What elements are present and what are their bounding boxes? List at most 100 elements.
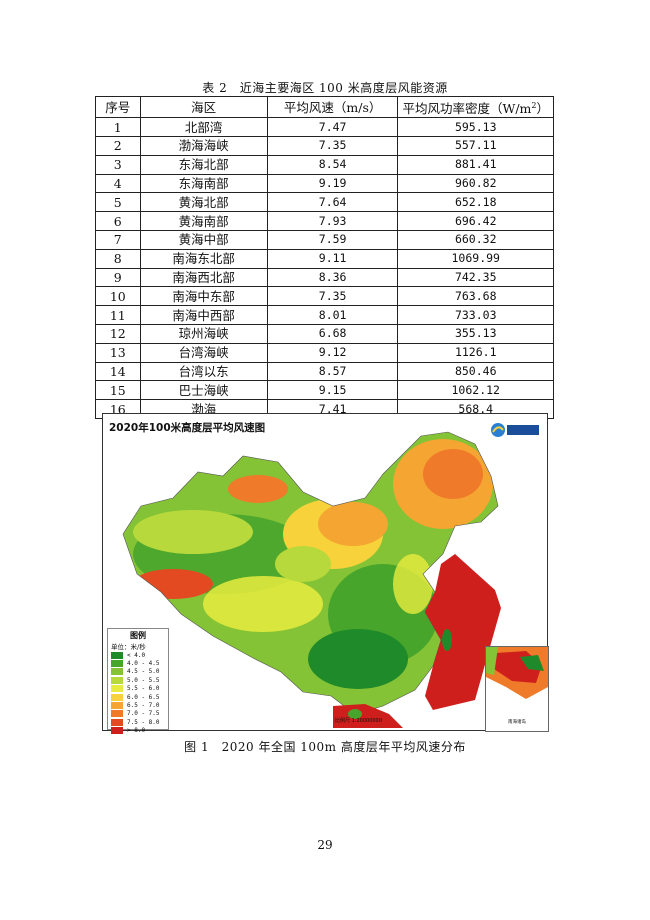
legend-unit: 单位：米/秒 bbox=[111, 643, 146, 651]
cell-index: 5 bbox=[95, 192, 141, 213]
figure-caption: 图 1 2020 年全国 100m 高度层年平均风速分布 bbox=[184, 740, 466, 754]
cell-avg-speed: 7.93 bbox=[266, 211, 399, 231]
cell-sea-area: 黄海中部 bbox=[139, 229, 268, 250]
table-row: 13 台湾海峡 9.12 1126.1 bbox=[95, 342, 554, 363]
legend-rows: < 4.0 4.0 - 4.5 4.5 - 5.0 5.0 - 5.5 5.5 - 6.… bbox=[108, 651, 168, 735]
cell-sea-area: 琼州海峡 bbox=[139, 323, 268, 344]
table-row: 9 南海西北部 8.36 742.35 bbox=[95, 267, 554, 288]
cell-power-density: 881.41 bbox=[397, 154, 554, 175]
cell-avg-speed: 7.59 bbox=[266, 229, 399, 250]
legend-swatch bbox=[111, 676, 123, 684]
cell-index: 12 bbox=[95, 323, 141, 344]
header-power-density-close: ） bbox=[536, 101, 549, 117]
table-row: 10 南海中东部 7.35 763.68 bbox=[95, 286, 554, 307]
table-row: 4 东海南部 9.19 960.82 bbox=[95, 173, 554, 194]
map-legend: 图例 单位：米/秒 < 4.0 4.0 - 4.5 4.5 - 5.0 5.0 - 5… bbox=[107, 628, 169, 735]
legend-swatch bbox=[111, 668, 123, 676]
legend-swatch bbox=[111, 710, 123, 718]
legend-item: > 8.0 bbox=[111, 727, 168, 735]
cell-power-density: 595.13 bbox=[397, 117, 554, 137]
cell-power-density: 1062.12 bbox=[397, 380, 554, 401]
legend-swatch bbox=[111, 660, 123, 668]
cell-power-density: 660.32 bbox=[397, 229, 554, 250]
table-row: 15 巴士海峡 9.15 1062.12 bbox=[95, 380, 554, 401]
cell-power-density: 696.42 bbox=[397, 211, 554, 231]
cell-avg-speed: 7.35 bbox=[266, 135, 399, 156]
china-map-graphic bbox=[122, 431, 501, 728]
header-sea-area: 海区 bbox=[139, 95, 268, 119]
map-scale: 比例尺 1:20000000 bbox=[335, 718, 382, 724]
cell-avg-speed: 9.12 bbox=[266, 342, 399, 363]
weather-logo-icon bbox=[491, 423, 539, 437]
legend-label: 5.5 - 6.0 bbox=[127, 685, 160, 693]
legend-item: 5.5 - 6.0 bbox=[111, 685, 168, 693]
inset-map-graphic bbox=[486, 647, 548, 699]
page-number: 29 bbox=[317, 838, 333, 852]
legend-label: 7.0 - 7.5 bbox=[127, 710, 160, 718]
table-row: 8 南海东北部 9.11 1069.99 bbox=[95, 248, 554, 269]
cell-index: 8 bbox=[95, 248, 141, 269]
cell-avg-speed: 8.54 bbox=[266, 154, 399, 175]
cell-avg-speed: 9.11 bbox=[266, 248, 399, 269]
cell-sea-area: 黄海北部 bbox=[139, 192, 268, 213]
cell-avg-speed: 6.68 bbox=[266, 323, 399, 344]
cell-sea-area: 黄海南部 bbox=[139, 211, 268, 231]
cell-index: 1 bbox=[95, 117, 141, 137]
cell-sea-area: 南海中东部 bbox=[139, 286, 268, 307]
table-row: 14 台湾以东 8.57 850.46 bbox=[95, 361, 554, 382]
cell-index: 15 bbox=[95, 380, 141, 401]
table-row: 12 琼州海峡 6.68 355.13 bbox=[95, 323, 554, 344]
legend-swatch bbox=[111, 685, 123, 693]
legend-swatch bbox=[111, 702, 123, 710]
legend-label: 5.0 - 5.5 bbox=[127, 676, 160, 684]
legend-item: 4.5 - 5.0 bbox=[111, 668, 168, 676]
cell-power-density: 850.46 bbox=[397, 361, 554, 382]
legend-item: < 4.0 bbox=[111, 651, 168, 659]
cell-avg-speed: 7.47 bbox=[266, 117, 399, 137]
table-row: 5 黄海北部 7.64 652.18 bbox=[95, 192, 554, 213]
table-row: 3 东海北部 8.54 881.41 bbox=[95, 154, 554, 175]
cell-index: 10 bbox=[95, 286, 141, 307]
cell-index: 7 bbox=[95, 229, 141, 250]
cell-sea-area: 南海东北部 bbox=[139, 248, 268, 269]
cell-sea-area: 巴士海峡 bbox=[139, 380, 268, 401]
cell-avg-speed: 9.15 bbox=[266, 380, 399, 401]
legend-item: 7.5 - 8.0 bbox=[111, 718, 168, 726]
cell-power-density: 733.03 bbox=[397, 305, 554, 325]
cell-index: 3 bbox=[95, 154, 141, 175]
legend-item: 4.0 - 4.5 bbox=[111, 659, 168, 668]
legend-label: 6.5 - 7.0 bbox=[127, 702, 160, 710]
cell-power-density: 742.35 bbox=[397, 267, 554, 288]
table-row: 11 南海中西部 8.01 733.03 bbox=[95, 305, 554, 325]
legend-swatch bbox=[111, 651, 123, 659]
table-row: 2 渤海海峡 7.35 557.11 bbox=[95, 135, 554, 156]
cell-index: 2 bbox=[95, 135, 141, 156]
table-header-row: 序号 海区 平均风速（m/s） 平均风功率密度（W/m2） bbox=[95, 95, 554, 119]
cell-index: 4 bbox=[95, 173, 141, 194]
cell-sea-area: 南海西北部 bbox=[139, 267, 268, 288]
hainan-shape bbox=[348, 709, 362, 719]
cell-power-density: 960.82 bbox=[397, 173, 554, 194]
header-power-density-sup: 2 bbox=[531, 101, 537, 110]
cell-sea-area: 北部湾 bbox=[139, 117, 268, 137]
land-wind-field bbox=[123, 432, 498, 714]
cell-avg-speed: 8.01 bbox=[266, 305, 399, 325]
cell-power-density: 557.11 bbox=[397, 135, 554, 156]
cell-power-density: 652.18 bbox=[397, 192, 554, 213]
china-border bbox=[122, 431, 499, 715]
cell-power-density: 1069.99 bbox=[397, 248, 554, 269]
legend-item: 5.0 - 5.5 bbox=[111, 676, 168, 684]
cell-index: 6 bbox=[95, 211, 141, 231]
cell-index: 9 bbox=[95, 267, 141, 288]
legend-title: 图例 bbox=[130, 631, 146, 640]
cell-avg-speed: 9.19 bbox=[266, 173, 399, 194]
map-title: 2020年100米高度层平均风速图 bbox=[109, 422, 266, 434]
cell-sea-area: 渤海海峡 bbox=[139, 135, 268, 156]
south-china-sea-inset: 南海诸岛 bbox=[485, 646, 549, 732]
inset-label: 南海诸岛 bbox=[508, 720, 526, 725]
cell-index: 13 bbox=[95, 342, 141, 363]
header-power-density-text: 平均风功率密度（W/m bbox=[402, 101, 532, 117]
taiwan-shape bbox=[442, 629, 452, 651]
legend-item: 7.0 - 7.5 bbox=[111, 710, 168, 718]
south-sea-high-wind-zone bbox=[333, 704, 403, 728]
